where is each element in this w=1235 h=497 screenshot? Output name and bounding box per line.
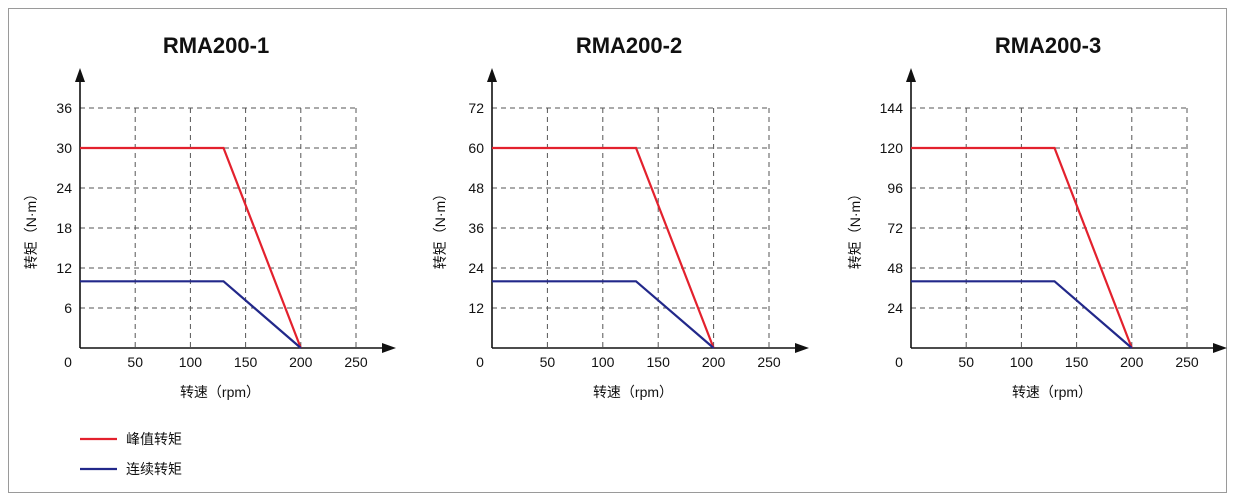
legend-peak-label: 峰值转矩: [126, 431, 182, 447]
chart-title: RMA200-2: [576, 33, 682, 58]
chart-3: RMA200-3 24 48 72 96 120 144 0 50 100 150 200 250 转速（…: [847, 33, 1227, 400]
x-tick-label: 150: [647, 354, 671, 370]
y-tick-label: 12: [56, 260, 72, 276]
y-axis-label: 转矩（N·m）: [23, 187, 39, 269]
y-tick-label: 18: [56, 220, 72, 236]
x-tick-label: 100: [591, 354, 615, 370]
x-tick-label: 250: [344, 354, 368, 370]
y-tick-label: 60: [468, 140, 484, 156]
y-tick-label: 36: [468, 220, 484, 236]
y-tick-label: 24: [56, 180, 72, 196]
x-tick-label: 0: [64, 354, 72, 370]
y-tick-label: 30: [56, 140, 72, 156]
chart-title: RMA200-3: [995, 33, 1101, 58]
x-tick-label: 100: [179, 354, 203, 370]
chart-1: RMA200-1 6 12 18 24 30 36 0 50 100 150 200 250 转速（rpm…: [23, 33, 396, 400]
x-axis-arrow: [1213, 343, 1227, 353]
x-tick-label: 250: [757, 354, 781, 370]
x-tick-label: 150: [234, 354, 258, 370]
y-axis-arrow: [75, 68, 85, 82]
y-tick-label: 48: [887, 260, 903, 276]
x-axis-label: 转速（rpm）: [180, 384, 260, 400]
y-tick-label: 36: [56, 100, 72, 116]
y-tick-label: 144: [880, 100, 904, 116]
y-tick-label: 96: [887, 180, 903, 196]
y-axis-arrow: [487, 68, 497, 82]
chart-title: RMA200-1: [163, 33, 269, 58]
y-tick-label: 24: [468, 260, 484, 276]
y-tick-label: 48: [468, 180, 484, 196]
x-tick-label: 100: [1010, 354, 1034, 370]
x-tick-label: 0: [895, 354, 903, 370]
x-axis-label: 转速（rpm）: [1012, 384, 1092, 400]
y-axis-label: 转矩（N·m）: [847, 187, 863, 269]
x-axis-arrow: [382, 343, 396, 353]
y-tick-label: 72: [887, 220, 903, 236]
x-tick-label: 50: [540, 354, 556, 370]
y-tick-label: 120: [880, 140, 904, 156]
y-tick-label: 12: [468, 300, 484, 316]
x-tick-label: 250: [1175, 354, 1199, 370]
x-tick-label: 200: [1120, 354, 1144, 370]
x-tick-label: 0: [476, 354, 484, 370]
x-tick-label: 200: [702, 354, 726, 370]
x-tick-label: 50: [958, 354, 974, 370]
x-axis-arrow: [795, 343, 809, 353]
y-tick-label: 72: [468, 100, 484, 116]
x-axis-label: 转速（rpm）: [593, 384, 673, 400]
chart-2: RMA200-2 12 24 36 48 60 72 0 50 100 150 200 250 转速（rp…: [432, 33, 809, 400]
y-axis-arrow: [906, 68, 916, 82]
x-tick-label: 200: [289, 354, 313, 370]
y-tick-label: 24: [887, 300, 903, 316]
legend-continuous-label: 连续转矩: [126, 461, 182, 477]
x-tick-label: 50: [127, 354, 143, 370]
y-axis-label: 转矩（N·m）: [432, 187, 448, 269]
legend: 峰值转矩 连续转矩: [80, 431, 182, 477]
y-tick-label: 6: [64, 300, 72, 316]
x-tick-label: 150: [1065, 354, 1089, 370]
